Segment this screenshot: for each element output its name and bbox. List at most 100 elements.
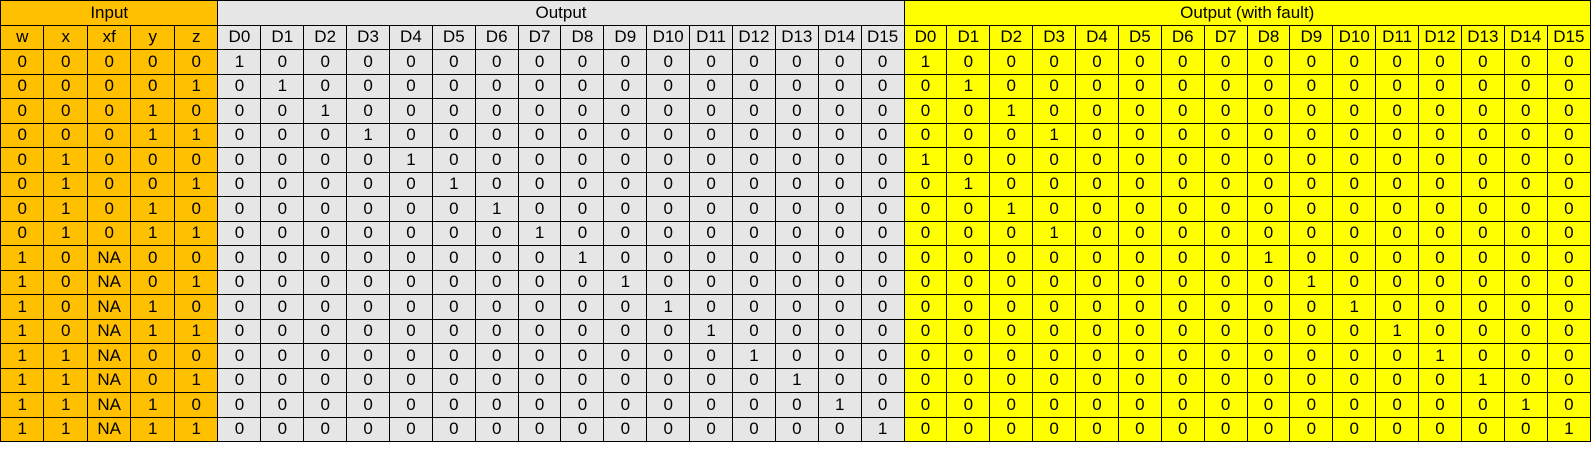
input-cell: 1 [43, 392, 88, 418]
output-cell: 0 [860, 392, 905, 418]
output-group-header: Output [217, 0, 905, 26]
output-cell: 0 [431, 122, 476, 148]
output-cell: 0 [817, 196, 862, 222]
output-cell: 0 [303, 392, 348, 418]
fault-output-cell: 0 [1032, 245, 1077, 271]
output-cell: 0 [303, 416, 348, 442]
fault-output-cell: 0 [946, 392, 991, 418]
output-cell: 0 [474, 318, 519, 344]
input-cell: 1 [173, 269, 219, 295]
output-cell: 0 [388, 269, 433, 295]
output-cell: 0 [603, 294, 648, 320]
output-cell: 0 [817, 294, 862, 320]
fault-output-cell: 0 [1503, 367, 1548, 393]
output-cell: 0 [817, 122, 862, 148]
fault-output-cell: 0 [1503, 196, 1548, 222]
output-cell: 0 [689, 269, 733, 295]
output-cell: 0 [388, 367, 433, 393]
fault-output-cell: 0 [946, 98, 991, 124]
output-cell: 0 [646, 392, 691, 418]
fault-output-cell: 1 [903, 49, 948, 75]
fault-output-cell: 0 [1289, 416, 1334, 442]
output-cell: 0 [689, 343, 733, 369]
fault-output-cell: 0 [1075, 147, 1119, 173]
fault-output-cell: 0 [903, 122, 948, 148]
output-cell: 0 [731, 147, 776, 173]
fault-output-cell: 0 [1332, 392, 1377, 418]
output-cell: 1 [731, 343, 776, 369]
output-column-header: D3 [346, 24, 390, 50]
input-cell: 0 [86, 196, 132, 222]
input-cell: 0 [43, 49, 88, 75]
fault-output-cell: 0 [1160, 367, 1205, 393]
table-row: 1 1 NA 1 1 0 0 0 0 0 0 0 0 0 0 0 0 0 0 0 1 0 0 0 0 0 0 0 0 0 0 0 0 0 0 0 1 [0, 416, 1591, 442]
output-cell: 0 [260, 416, 305, 442]
fault-output-cell: 0 [1117, 245, 1162, 271]
output-cell: 1 [217, 49, 262, 75]
output-cell: 0 [346, 73, 390, 99]
output-cell: 0 [431, 367, 476, 393]
output-cell: 0 [260, 98, 305, 124]
output-cell: 0 [303, 269, 348, 295]
output-cell: 0 [646, 367, 691, 393]
fault-output-cell: 0 [1375, 49, 1420, 75]
fault-output-cell: 0 [1332, 220, 1377, 246]
output-cell: 0 [774, 171, 819, 197]
input-cell: 0 [173, 98, 219, 124]
output-cell: 0 [474, 73, 519, 99]
output-cell: 0 [774, 49, 819, 75]
fault-output-cell: 0 [989, 367, 1034, 393]
fault-output-cell: 0 [1460, 294, 1505, 320]
input-cell: 1 [0, 245, 45, 271]
input-cell: 1 [173, 416, 219, 442]
output-cell: 0 [260, 367, 305, 393]
fault-output-cell: 0 [1032, 49, 1077, 75]
output-cell: 0 [731, 318, 776, 344]
fault-output-column-header: D6 [1160, 24, 1205, 50]
output-cell: 0 [303, 147, 348, 173]
input-cell: 0 [0, 147, 45, 173]
fault-output-cell: 0 [1546, 294, 1591, 320]
fault-output-cell: 0 [1289, 122, 1334, 148]
fault-output-cell: 0 [1203, 220, 1248, 246]
fault-output-cell: 0 [1117, 416, 1162, 442]
input-cell: 1 [130, 98, 175, 124]
fault-output-cell: 0 [1418, 98, 1462, 124]
fault-output-cell: 0 [903, 343, 948, 369]
fault-output-cell: 0 [1375, 294, 1420, 320]
fault-output-cell: 0 [903, 269, 948, 295]
input-cell: 1 [0, 269, 45, 295]
fault-output-cell: 0 [1117, 220, 1162, 246]
output-column-header: D8 [560, 24, 605, 50]
output-cell: 0 [346, 416, 390, 442]
fault-output-cell: 0 [1160, 269, 1205, 295]
fault-output-cell: 0 [1160, 49, 1205, 75]
output-cell: 0 [560, 220, 605, 246]
fault-output-cell: 0 [1117, 294, 1162, 320]
input-cell: 0 [43, 245, 88, 271]
fault-output-cell: 0 [1418, 392, 1462, 418]
input-cell: 0 [173, 196, 219, 222]
fault-output-column-header: D0 [903, 24, 948, 50]
fault-output-cell: 0 [1203, 245, 1248, 271]
fault-output-cell: 0 [1246, 269, 1291, 295]
input-cell: 1 [173, 122, 219, 148]
output-cell: 0 [303, 294, 348, 320]
input-cell: 0 [173, 392, 219, 418]
output-cell: 0 [217, 343, 262, 369]
output-cell: 0 [260, 220, 305, 246]
output-cell: 0 [346, 245, 390, 271]
output-cell: 0 [774, 98, 819, 124]
output-cell: 0 [646, 171, 691, 197]
fault-output-cell: 0 [1503, 98, 1548, 124]
input-cell: 0 [130, 343, 175, 369]
output-column-header: D6 [474, 24, 519, 50]
output-cell: 0 [303, 343, 348, 369]
output-cell: 0 [303, 367, 348, 393]
fault-output-cell: 0 [1246, 392, 1291, 418]
fault-output-cell: 1 [989, 98, 1034, 124]
fault-output-cell: 0 [1289, 220, 1334, 246]
